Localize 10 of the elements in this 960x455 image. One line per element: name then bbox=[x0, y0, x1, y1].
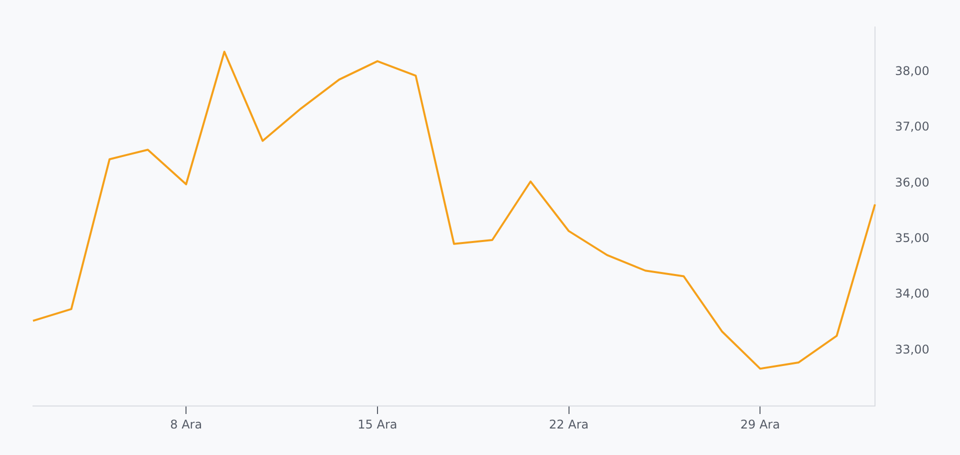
x-tick-label: 8 Ara bbox=[170, 417, 202, 432]
y-tick-label: 37,00 bbox=[895, 120, 930, 134]
x-tick-label: 29 Ara bbox=[740, 417, 780, 432]
y-tick-label: 33,00 bbox=[895, 342, 930, 356]
y-tick-label: 36,00 bbox=[895, 175, 930, 190]
x-tick-label: 15 Ara bbox=[358, 417, 398, 432]
x-tick-label: 22 Ara bbox=[549, 417, 589, 432]
y-tick-label: 34,00 bbox=[895, 286, 930, 301]
y-tick-label: 38,00 bbox=[895, 64, 930, 78]
y-tick-label: 35,00 bbox=[895, 231, 930, 246]
